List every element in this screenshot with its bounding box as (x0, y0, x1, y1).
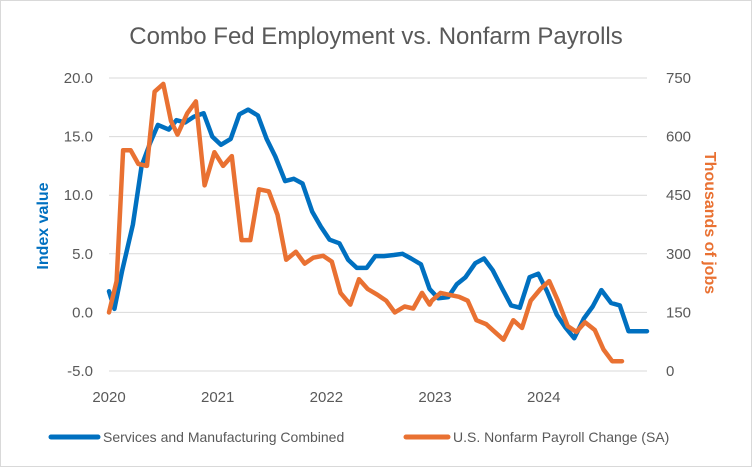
right-axis-ticks: 0 150 300 450 600 750 (666, 70, 691, 380)
series-line-payrolls (106, 81, 625, 364)
right-tick-label: 450 (666, 187, 691, 204)
x-tick-label: 2020 (92, 389, 125, 406)
legend-label-services: Services and Manufacturing Combined (103, 429, 344, 445)
left-tick-label: 10.0 (64, 187, 93, 204)
right-tick-label: 300 (666, 246, 691, 263)
right-tick-label: 0 (666, 363, 674, 380)
left-tick-label: -5.0 (67, 363, 93, 380)
right-tick-label: 150 (666, 304, 691, 321)
series-lines (106, 81, 650, 364)
legend-label-payrolls: U.S. Nonfarm Payroll Change (SA) (453, 429, 669, 445)
right-tick-label: 600 (666, 129, 691, 146)
left-tick-label: 5.0 (72, 246, 93, 263)
right-tick-label: 750 (666, 70, 691, 87)
left-axis-ticks: -5.0 0.0 5.0 10.0 15.0 20.0 (64, 70, 93, 380)
right-axis-title: Thousands of jobs (701, 152, 718, 294)
x-axis-ticks: 2020 2021 2022 2023 2024 (92, 389, 560, 406)
x-tick-label: 2024 (527, 389, 560, 406)
legend: Services and Manufacturing Combined U.S.… (48, 429, 669, 445)
series-line-services (106, 107, 650, 341)
left-axis-title: Index value (35, 182, 52, 269)
left-tick-label: 0.0 (72, 304, 93, 321)
x-tick-label: 2023 (418, 389, 451, 406)
x-tick-label: 2021 (201, 389, 234, 406)
left-tick-label: 20.0 (64, 70, 93, 87)
x-tick-label: 2022 (310, 389, 343, 406)
chart-title: Combo Fed Employment vs. Nonfarm Payroll… (129, 23, 623, 50)
left-tick-label: 15.0 (64, 129, 93, 146)
